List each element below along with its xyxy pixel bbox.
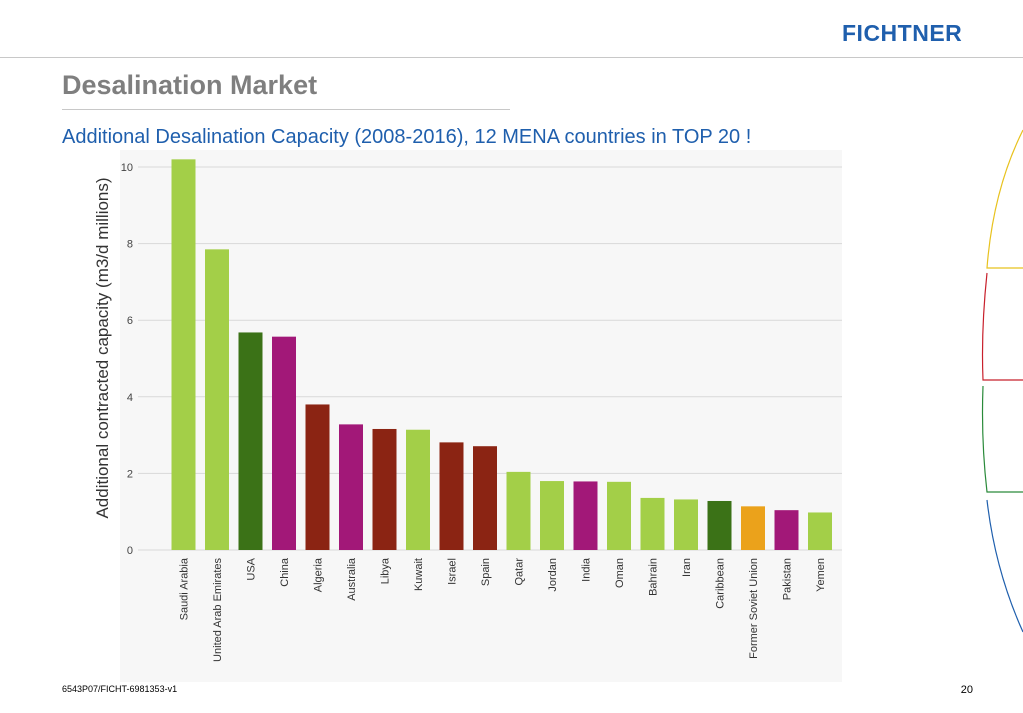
red-arc bbox=[983, 273, 1023, 380]
x-tick-label: Iran bbox=[681, 558, 693, 577]
x-tick-label: Australia bbox=[346, 557, 358, 601]
x-tick-label: Saudi Arabia bbox=[179, 557, 191, 620]
x-tick-label: United Arab Emirates bbox=[212, 558, 224, 662]
x-tick-label: Caribbean bbox=[715, 558, 727, 609]
y-tick-label: 8 bbox=[127, 239, 133, 251]
x-tick-label: USA bbox=[246, 557, 258, 580]
x-tick-label: Pakistan bbox=[782, 558, 794, 600]
green-arc bbox=[983, 386, 1023, 492]
bar bbox=[473, 446, 497, 550]
bar bbox=[607, 482, 631, 550]
bar bbox=[306, 404, 330, 550]
x-tick-label: Libya bbox=[380, 557, 392, 584]
bar bbox=[641, 498, 665, 550]
x-tick-label: Jordan bbox=[547, 558, 559, 592]
bar bbox=[708, 501, 732, 550]
y-tick-label: 2 bbox=[127, 468, 133, 480]
bar bbox=[172, 159, 196, 550]
y-tick-label: 6 bbox=[127, 315, 133, 327]
bar bbox=[239, 332, 263, 550]
x-tick-label: Oman bbox=[614, 558, 626, 588]
bar bbox=[507, 472, 531, 550]
x-tick-label: Qatar bbox=[514, 558, 526, 586]
bar bbox=[540, 481, 564, 550]
y-tick-label: 4 bbox=[127, 392, 133, 404]
bar bbox=[775, 510, 799, 550]
x-tick-label: Algeria bbox=[313, 557, 325, 592]
bar bbox=[440, 442, 464, 550]
bar bbox=[741, 506, 765, 550]
x-tick-label: Yemen bbox=[815, 558, 827, 592]
document-id: 6543P07/FICHT-6981353-v1 bbox=[62, 684, 177, 694]
y-tick-label: 0 bbox=[127, 545, 133, 557]
bar bbox=[674, 499, 698, 550]
x-tick-label: Former Soviet Union bbox=[748, 558, 760, 659]
page-number: 20 bbox=[961, 684, 973, 696]
bar bbox=[373, 429, 397, 550]
x-tick-label: Kuwait bbox=[413, 558, 425, 591]
bar bbox=[205, 249, 229, 550]
decorative-arcs bbox=[975, 120, 1023, 640]
y-tick-label: 10 bbox=[121, 162, 133, 174]
y-axis-label: Additional contracted capacity (m3/d mil… bbox=[93, 177, 112, 518]
blue-arc bbox=[987, 500, 1023, 632]
bar bbox=[339, 424, 363, 550]
bar bbox=[272, 337, 296, 550]
x-tick-label: China bbox=[279, 557, 291, 587]
yellow-arc bbox=[987, 130, 1023, 268]
x-tick-label: Israel bbox=[447, 558, 459, 585]
x-tick-label: Bahrain bbox=[648, 558, 660, 596]
bar bbox=[574, 481, 598, 550]
x-tick-label: India bbox=[581, 557, 593, 582]
bar bbox=[406, 430, 430, 550]
x-tick-label: Spain bbox=[480, 558, 492, 586]
bar bbox=[808, 512, 832, 550]
